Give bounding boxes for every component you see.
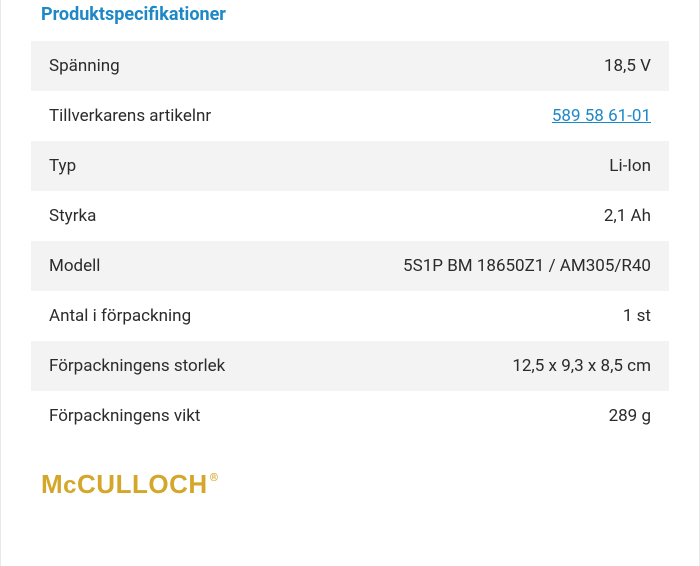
spec-label: Antal i förpackning	[49, 306, 191, 326]
spec-row: Tillverkarens artikelnr 589 58 61-01	[31, 91, 669, 141]
spec-label: Tillverkarens artikelnr	[49, 106, 211, 126]
brand-rest: CULLOCH	[77, 469, 208, 499]
spec-row: Styrka 2,1 Ah	[31, 191, 669, 241]
spec-row: Förpackningens vikt 289 g	[31, 391, 669, 441]
spec-row: Förpackningens storlek 12,5 x 9,3 x 8,5 …	[31, 341, 669, 391]
spec-row: Spänning 18,5 V	[31, 41, 669, 91]
spec-label: Förpackningens vikt	[49, 406, 200, 426]
spec-value: 2,1 Ah	[604, 206, 651, 226]
brand-registered-icon: ®	[210, 471, 219, 484]
spec-label: Styrka	[49, 206, 96, 226]
product-spec-card: Produktspecifikationer Spänning 18,5 V T…	[0, 0, 700, 566]
spec-value: Li-Ion	[609, 156, 651, 176]
spec-label: Modell	[49, 256, 100, 276]
spec-label: Typ	[49, 156, 76, 176]
spec-value-link[interactable]: 589 58 61-01	[552, 106, 651, 126]
spec-label: Förpackningens storlek	[49, 356, 225, 376]
brand-prefix: M	[41, 469, 63, 499]
brand-logo: McCULLOCH®	[41, 469, 669, 500]
spec-value: 5S1P BM 18650Z1 / AM305/R40	[403, 256, 651, 276]
spec-row: Modell 5S1P BM 18650Z1 / AM305/R40	[31, 241, 669, 291]
spec-row: Typ Li-Ion	[31, 141, 669, 191]
spec-value: 12,5 x 9,3 x 8,5 cm	[512, 356, 651, 376]
spec-label: Spänning	[49, 56, 120, 76]
spec-value: 289 g	[609, 406, 651, 426]
section-title: Produktspecifikationer	[41, 4, 669, 25]
spec-value: 18,5 V	[604, 56, 651, 76]
spec-row: Antal i förpackning 1 st	[31, 291, 669, 341]
spec-value: 1 st	[623, 306, 651, 326]
spec-table: Spänning 18,5 V Tillverkarens artikelnr …	[31, 41, 669, 441]
brand-lower: c	[63, 472, 77, 499]
brand-name: McCULLOCH	[41, 469, 208, 499]
